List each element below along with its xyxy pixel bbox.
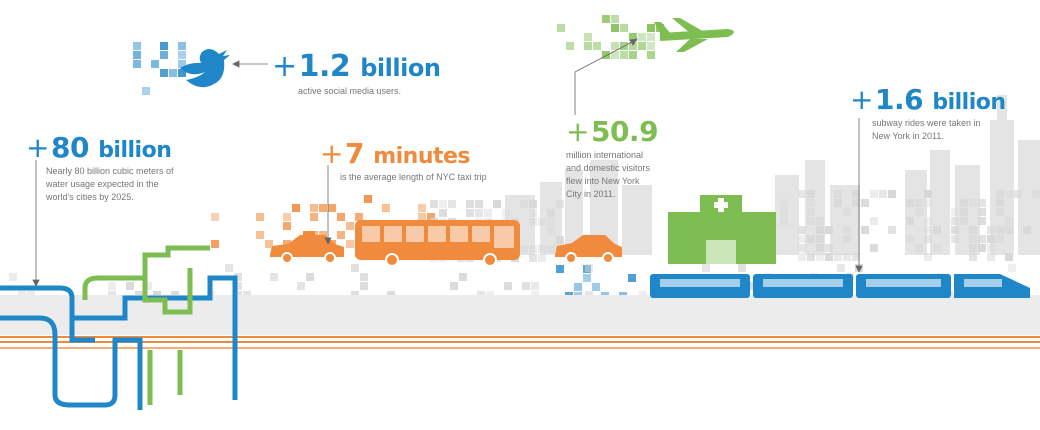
airplane-icon (654, 18, 734, 52)
subway-train-icon (650, 274, 1030, 298)
stat-description: subway rides were taken in New York in 2… (872, 118, 981, 141)
stat-subway-rides: +1.6 billion subway rides were taken in … (850, 86, 1006, 143)
stat-value: +80 billion (26, 131, 172, 164)
road-stripes (0, 295, 1040, 349)
stat-description: million international and domestic visit… (566, 150, 651, 199)
stat-value: +7 minutes (320, 137, 471, 170)
twitter-bird-icon (180, 48, 230, 88)
stat-visitors: +50.9 million international and domestic… (566, 115, 659, 201)
stat-description: is the average length of NYC taxi trip (340, 172, 487, 182)
stat-description: active social media users. (298, 86, 402, 96)
stat-value: +1.2 billion (272, 49, 441, 84)
stat-value: +50.9 (566, 115, 659, 148)
stat-taxi-trip: +7 minutes is the average length of NYC … (320, 140, 487, 184)
bus-icon (355, 220, 520, 267)
stat-value: +1.6 billion (850, 83, 1006, 116)
callout-lines (32, 38, 863, 287)
taxi-icon (270, 231, 344, 264)
water-pipes-icon (0, 245, 238, 410)
stat-social-media: +1.2 billion active social media users. (272, 49, 441, 98)
stat-water-usage: +80 billion Nearly 80 billion cubic mete… (26, 134, 174, 204)
stat-description: Nearly 80 billion cubic meters of water … (46, 166, 174, 202)
hospital-icon (668, 195, 776, 264)
car-icon (555, 235, 622, 264)
